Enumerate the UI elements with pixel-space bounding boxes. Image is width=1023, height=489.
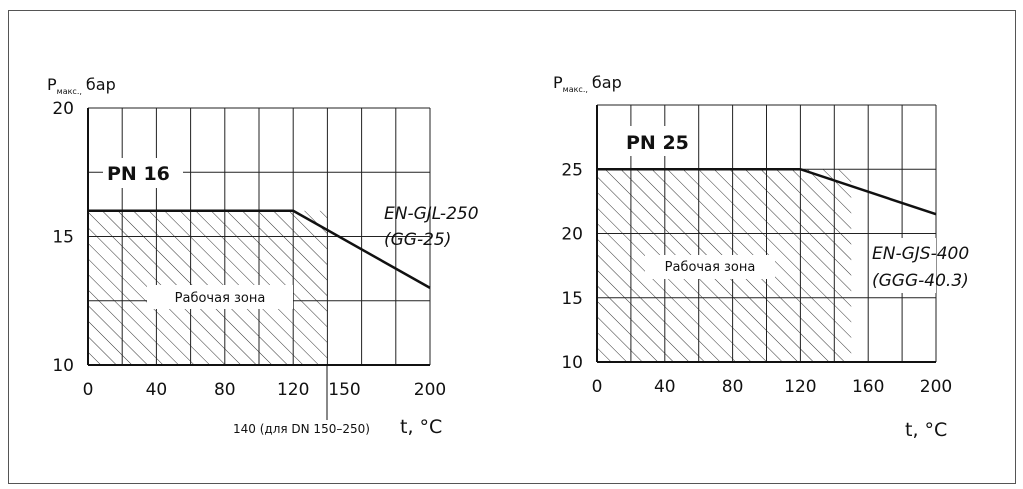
y-tick-label: 15	[561, 289, 583, 309]
zone-label: Рабочая зона	[175, 291, 266, 306]
y-axis-label-main: P	[47, 75, 57, 94]
x-tick-label: 80	[722, 377, 744, 397]
zone-label-bg	[147, 285, 293, 309]
x-axis-label: t, °C	[400, 416, 442, 438]
x-tick-label: 0	[592, 377, 603, 397]
y-axis-label: Pмакс., бар	[553, 73, 622, 94]
x-tick-label: 200	[414, 380, 446, 400]
chart-pn16: Рабочая зона PN 16 10 15 20 0 40 80 120 150 200…	[47, 75, 479, 438]
y-tick-label: 20	[52, 99, 74, 119]
pn-label: PN 25	[626, 132, 689, 154]
series-line	[597, 168, 937, 216]
material-label-bg	[870, 238, 936, 293]
zone-label-bg	[645, 255, 775, 279]
x-tick-label: 150	[328, 380, 360, 400]
grid	[88, 107, 431, 365]
y-axis-label-sub: макс.,	[57, 87, 82, 96]
zone-label: Рабочая зона	[665, 260, 756, 275]
x-tick-label: 40	[654, 377, 676, 397]
x-tick-label: 120	[277, 380, 309, 400]
material-label-line-2: (GGG-40.3)	[872, 271, 969, 291]
x-axis-label: t, °C	[905, 419, 947, 441]
y-tick-label: 10	[561, 353, 583, 373]
note-label: 140 (для DN 150–250)	[233, 422, 370, 436]
y-tick-labels: 10 15 20 25	[561, 160, 583, 373]
y-axis-label-main: P	[553, 73, 563, 92]
y-axis-label: Pмакс., бар	[47, 75, 116, 96]
material-label-line-2: (GG-25)	[384, 230, 451, 250]
y-tick-labels: 10 15 20	[52, 99, 74, 376]
pn-label-bg	[103, 158, 183, 188]
y-axis-label-unit: бар	[86, 75, 116, 94]
y-axis-label-unit: бар	[592, 73, 622, 92]
pn-label: PN 16	[107, 163, 170, 185]
y-tick-label: 20	[561, 225, 583, 245]
material-label-line-1: EN-GJL-250	[384, 204, 479, 224]
y-tick-label: 10	[52, 356, 74, 376]
series-line	[88, 209, 431, 289]
y-tick-label: 15	[52, 228, 74, 248]
x-tick-label: 40	[146, 380, 168, 400]
x-tick-labels: 0 40 80 120 150 200	[83, 380, 447, 400]
chart-pn25: Рабочая зона PN 25 10 15 20 25 0 40 80 120 160 2…	[553, 73, 969, 441]
material-label-line-1: EN-GJS-400	[872, 244, 969, 264]
x-tick-label: 160	[852, 377, 884, 397]
x-tick-label: 200	[920, 377, 952, 397]
y-axis-label-sub: макс.,	[563, 85, 588, 94]
pn-label-bg	[622, 126, 698, 156]
x-tick-labels: 0 40 80 120 160 200	[592, 377, 953, 397]
x-tick-label: 0	[83, 380, 94, 400]
x-tick-label: 120	[784, 377, 816, 397]
y-tick-label: 25	[561, 160, 583, 180]
x-tick-label: 80	[214, 380, 236, 400]
